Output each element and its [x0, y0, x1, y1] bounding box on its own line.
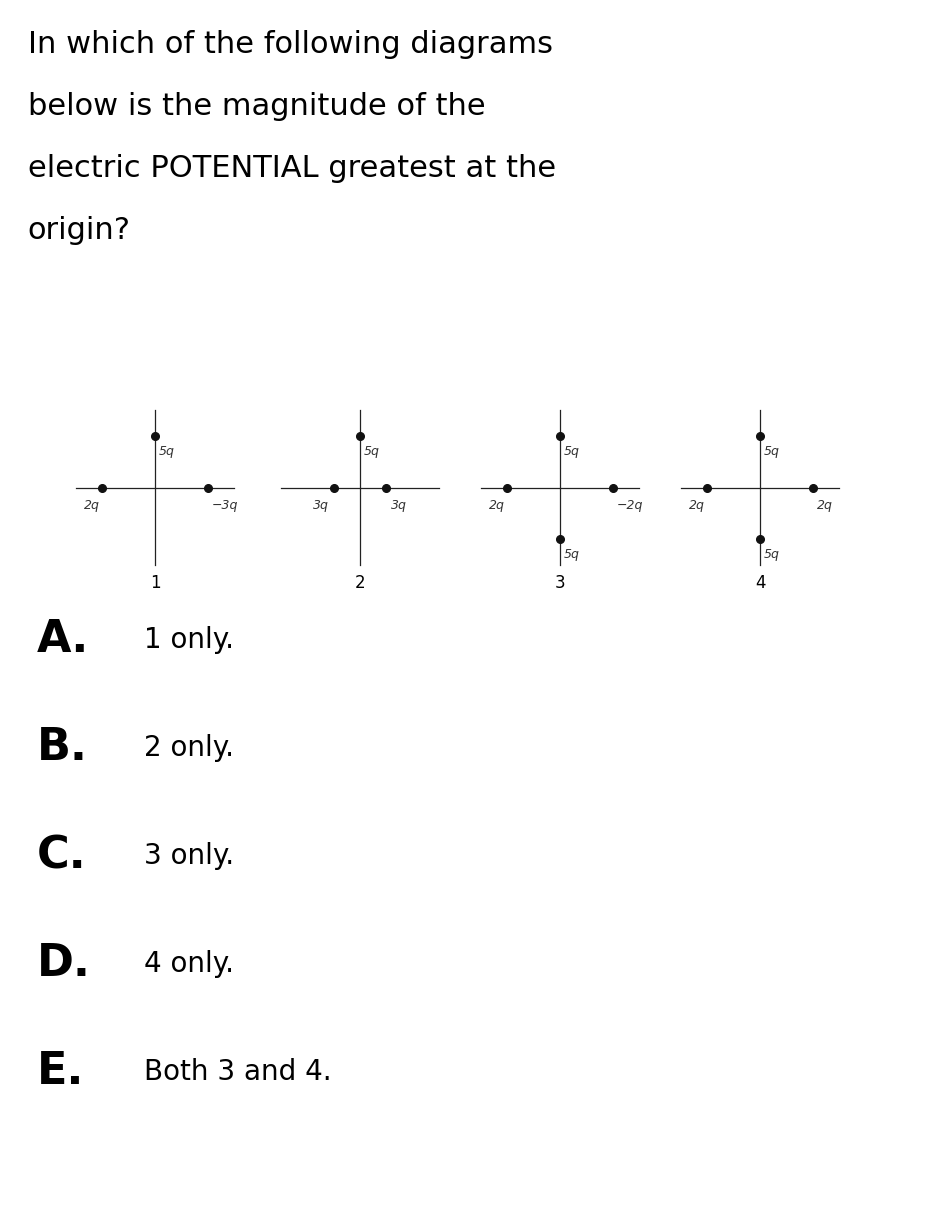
Text: −3q: −3q [212, 499, 239, 511]
Text: −2q: −2q [617, 499, 644, 511]
Text: 3q: 3q [391, 499, 407, 511]
Text: 5q: 5q [159, 445, 175, 458]
Text: 5q: 5q [764, 445, 780, 458]
Text: C.: C. [37, 835, 87, 877]
Text: 4 only.: 4 only. [144, 950, 233, 978]
Text: 2q: 2q [489, 499, 505, 511]
Text: E.: E. [37, 1051, 84, 1093]
Text: B.: B. [37, 726, 88, 770]
Text: 2q: 2q [817, 499, 833, 511]
Text: 3: 3 [555, 574, 565, 591]
Text: A.: A. [37, 618, 89, 662]
Text: 4: 4 [755, 574, 765, 591]
Text: 5q: 5q [564, 548, 580, 561]
Text: In which of the following diagrams: In which of the following diagrams [28, 30, 553, 59]
Text: 5q: 5q [364, 445, 380, 458]
Text: origin?: origin? [28, 216, 131, 245]
Text: below is the magnitude of the: below is the magnitude of the [28, 92, 485, 121]
Text: 3q: 3q [313, 499, 330, 511]
Text: 5q: 5q [764, 548, 780, 561]
Text: 2q: 2q [83, 499, 99, 511]
Text: 1: 1 [150, 574, 160, 591]
Text: D.: D. [37, 943, 91, 985]
Text: 2q: 2q [689, 499, 705, 511]
Text: 5q: 5q [564, 445, 580, 458]
Text: 1 only.: 1 only. [144, 627, 233, 654]
Text: 2 only.: 2 only. [144, 734, 233, 762]
Text: 3 only.: 3 only. [144, 842, 233, 870]
Text: electric POTENTIAL greatest at the: electric POTENTIAL greatest at the [28, 154, 556, 183]
Text: Both 3 and 4.: Both 3 and 4. [144, 1058, 332, 1086]
Text: 2: 2 [355, 574, 366, 591]
